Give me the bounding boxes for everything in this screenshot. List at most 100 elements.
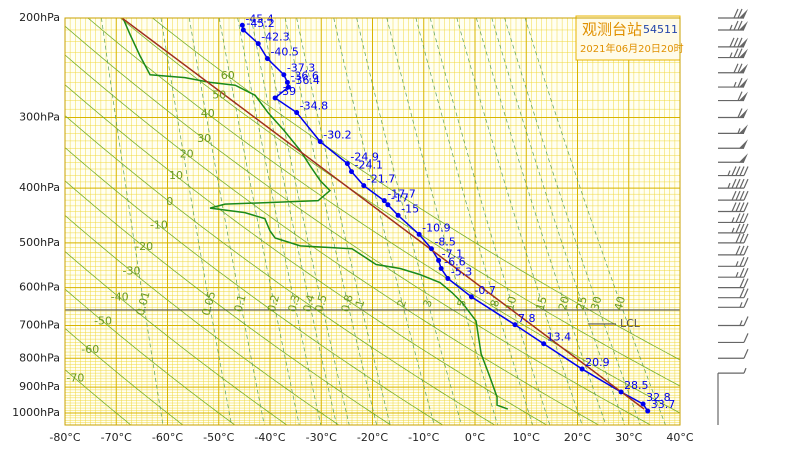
adiabat-label: 40 <box>201 107 215 120</box>
profile-point <box>239 22 245 28</box>
barb-half <box>733 81 737 88</box>
barb-feather <box>739 166 745 176</box>
barb-feather <box>735 245 741 256</box>
y-tick-label: 200hPa <box>19 11 60 24</box>
dry-adiabat <box>65 214 339 425</box>
barb-feather <box>733 48 739 58</box>
y-tick-label: 500hPa <box>19 236 60 249</box>
point-label: 20.9 <box>585 356 610 369</box>
barb-feather <box>739 267 745 278</box>
profile-point <box>579 366 585 372</box>
mixing-ratio-label: 2 <box>395 298 409 308</box>
point-label: -36.4 <box>291 74 319 87</box>
barb-half <box>729 52 733 58</box>
profile-point <box>284 79 290 85</box>
barb-feather <box>739 223 745 234</box>
profile-point <box>348 169 354 175</box>
y-tick-label: 300hPa <box>19 111 60 124</box>
mixing-ratio-label: 15 <box>534 295 550 312</box>
profile-point <box>645 408 651 414</box>
mixing-ratio-label: 0.8 <box>339 293 356 313</box>
barb-feather <box>743 257 749 267</box>
y-tick-label: 1000hPa <box>12 406 60 419</box>
x-tick-label: -80°C <box>49 431 80 444</box>
barb-feather <box>743 233 749 244</box>
mixing-ratio-label: 10 <box>503 295 519 312</box>
barb-feather <box>739 178 745 189</box>
barb-feather <box>737 37 743 48</box>
profile-point <box>361 183 367 189</box>
barb-feather <box>729 37 735 48</box>
profile-point <box>416 231 422 237</box>
mixing-ratio-label: 0.1 <box>232 293 249 313</box>
mixing-ratio-label: 25 <box>574 295 590 312</box>
barb-feather <box>733 20 739 31</box>
mixing-ratio-line <box>415 18 533 425</box>
barb-feather <box>735 166 741 176</box>
profile-point <box>255 41 261 47</box>
point-label: -34.8 <box>300 100 328 113</box>
point-label: -45.4 <box>245 12 273 25</box>
point-label: -45.2 <box>246 17 274 30</box>
mixing-ratio-line <box>188 18 265 425</box>
profile-point <box>344 161 350 167</box>
point-label: -37.3 <box>287 62 315 75</box>
dry-adiabat <box>65 180 391 425</box>
mixing-ratio-line <box>386 18 498 425</box>
title: 观测台站 <box>582 21 642 39</box>
x-tick-label: 40°C <box>666 431 693 444</box>
dry-adiabat <box>65 288 236 425</box>
profile-point <box>445 275 451 281</box>
barb-half <box>739 302 743 308</box>
x-tick-label: 10°C <box>513 431 540 444</box>
x-tick-label: -70°C <box>101 431 132 444</box>
barb-feather <box>735 190 741 201</box>
barb-feather <box>743 278 749 288</box>
y-tick-label: 400hPa <box>19 181 60 194</box>
profile-point <box>317 139 323 145</box>
x-tick-label: -10°C <box>408 431 439 444</box>
mixing-ratio-label: 0.01 <box>134 290 153 317</box>
barb-half <box>727 170 731 176</box>
profile-point <box>272 95 278 101</box>
barb-feather <box>743 349 749 359</box>
point-label: -17 <box>391 192 409 205</box>
mixing-ratio-label: 0.4 <box>301 293 318 313</box>
point-label: -36.6 <box>290 69 318 82</box>
mixing-ratio-label: 3 <box>421 298 435 308</box>
point-label: -15 <box>401 202 419 215</box>
dry-adiabat <box>65 327 184 425</box>
barb-feather <box>743 223 749 234</box>
profile-point <box>281 72 287 78</box>
barb-flag <box>739 78 748 88</box>
point-label: -0.7 <box>474 284 495 297</box>
mixing-ratio-line <box>160 18 232 425</box>
barb-feather <box>731 202 737 212</box>
adiabat-label: 60 <box>221 69 235 82</box>
barb-feather <box>733 8 739 19</box>
point-label: 32.8 <box>646 391 671 404</box>
barb-feather <box>733 63 739 74</box>
x-tick-label: -60°C <box>152 431 183 444</box>
title-box <box>575 15 681 61</box>
adiabat-label: -20 <box>135 240 153 253</box>
mixing-ratio-label: 0.3 <box>286 293 303 313</box>
mixing-ratio-label: 20 <box>556 295 572 312</box>
mixing-ratio-line <box>218 18 300 425</box>
barb-feather <box>743 316 749 326</box>
barb-half <box>731 227 735 234</box>
adiabat-label: 50 <box>212 89 226 102</box>
barb-feather <box>743 178 749 189</box>
dry-adiabat <box>65 115 495 425</box>
barb-feather <box>743 190 749 201</box>
mixing-ratio-label: 0.2 <box>265 293 282 313</box>
barb-feather <box>739 257 745 267</box>
adiabat-label: 20 <box>180 147 194 160</box>
profile-point <box>285 84 291 90</box>
barb-half <box>737 128 741 134</box>
y-tick-label: 600hPa <box>19 281 60 294</box>
profile-point <box>438 266 444 272</box>
barb-feather <box>737 63 743 74</box>
plot-border <box>64 17 681 426</box>
point-label: -30.2 <box>323 129 351 142</box>
